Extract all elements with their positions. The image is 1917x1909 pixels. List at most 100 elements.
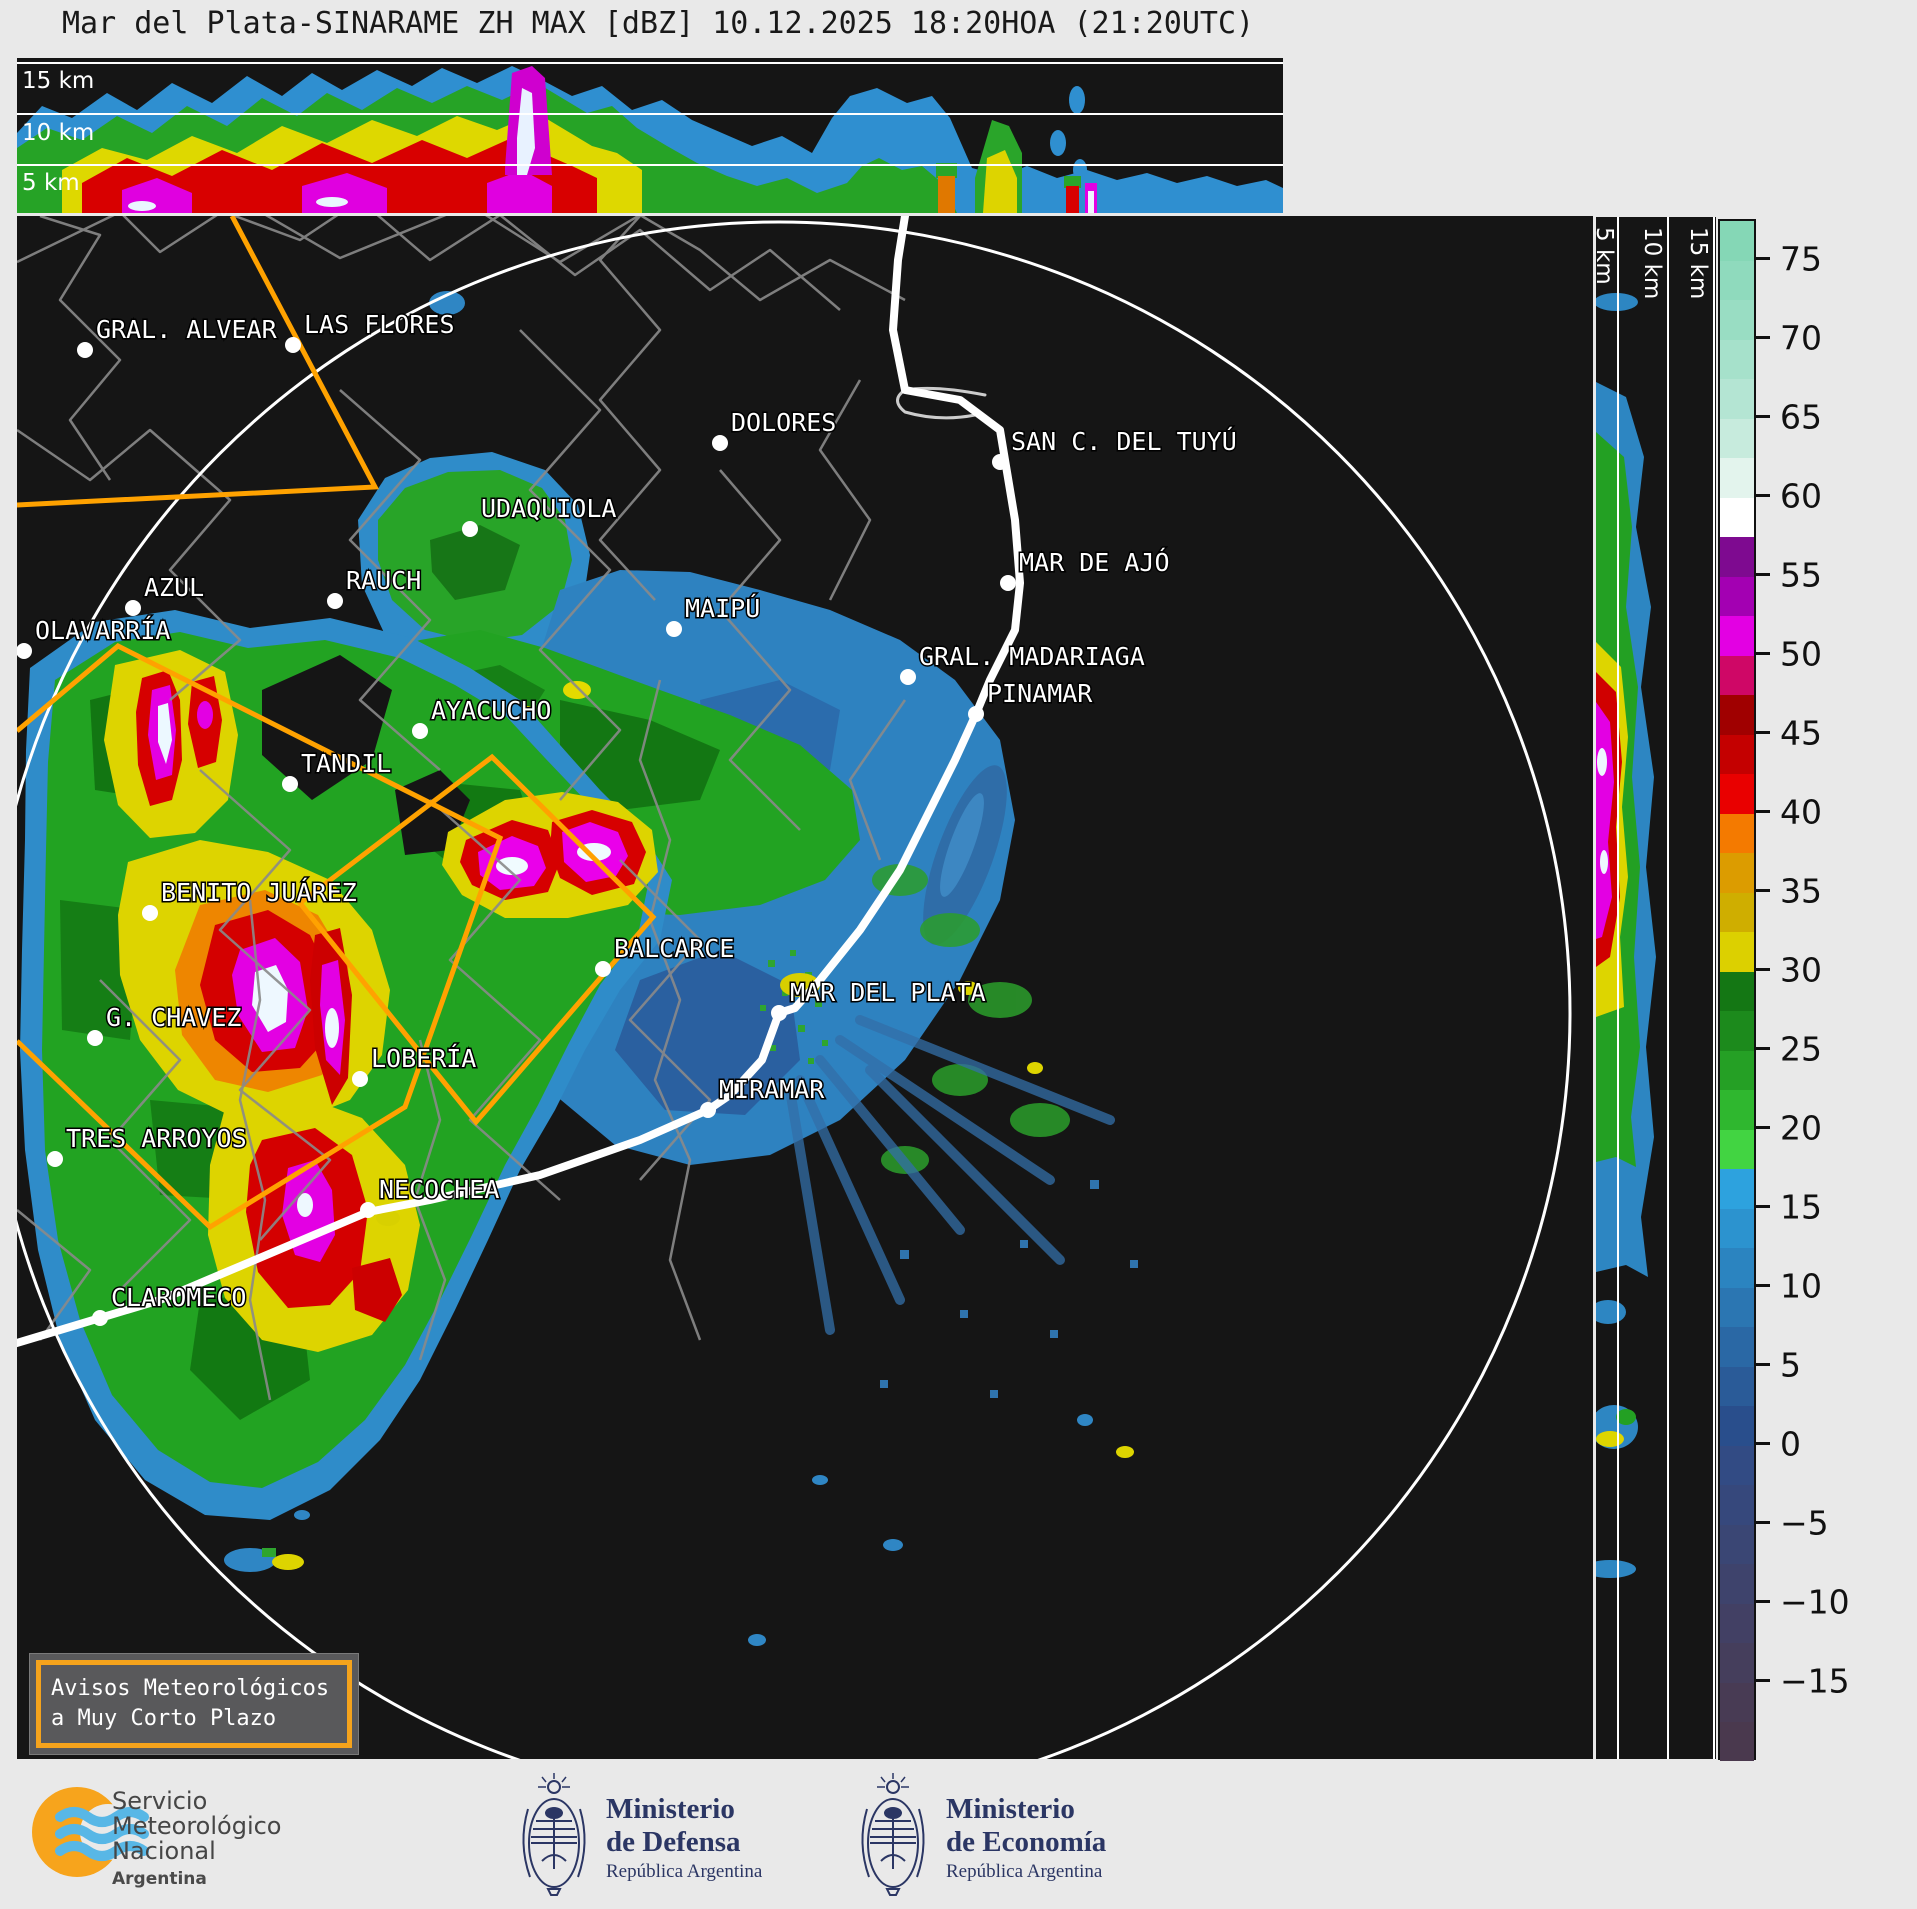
smn-logo-icon xyxy=(32,1787,149,1877)
colorbar-segment xyxy=(1720,734,1754,774)
colorbar-segment xyxy=(1720,1366,1754,1406)
colorbar-tick-label: 55 xyxy=(1780,555,1822,595)
defensa-line-1: Ministerio xyxy=(606,1793,735,1825)
colorbar-tick-label: 30 xyxy=(1780,950,1822,990)
city-marker xyxy=(47,1151,63,1167)
footer: Servicio Meteorológico Nacional Argentin… xyxy=(0,1761,1917,1909)
city-marker xyxy=(771,1005,787,1021)
colorbar-segment xyxy=(1720,655,1754,695)
colorbar-segment xyxy=(1720,695,1754,735)
colorbar-segment xyxy=(1720,932,1754,972)
city-marker xyxy=(666,621,682,637)
ministerio-defensa-wordmark: Ministerio de Defensa República Argentin… xyxy=(606,1793,762,1885)
city-label: AYACUCHO xyxy=(431,696,551,725)
city-label: G. CHAVEZ xyxy=(106,1003,241,1032)
colorbar-segment xyxy=(1720,1485,1754,1525)
colorbar-tick xyxy=(1756,1600,1770,1604)
colorbar-tick-label: 10 xyxy=(1780,1266,1822,1306)
city-marker xyxy=(360,1202,376,1218)
warning-polygons xyxy=(17,216,657,1231)
colorbar-segment xyxy=(1720,1564,1754,1604)
city-label: MAIPÚ xyxy=(685,593,760,623)
city-layer: GRAL. ALVEAR LAS FLORES DOLORES SAN C. DEL … xyxy=(17,309,1238,1326)
city-label: RAUCH xyxy=(346,566,421,595)
colorbar-segment xyxy=(1720,1090,1754,1130)
city-marker xyxy=(352,1071,368,1087)
city-label: SAN C. DEL TUYÚ xyxy=(1011,426,1237,456)
colorbar-segment xyxy=(1720,813,1754,853)
colorbar-tick xyxy=(1756,1442,1770,1446)
city-marker xyxy=(712,435,728,451)
colorbar-tick-label: 60 xyxy=(1780,476,1822,516)
city-marker xyxy=(462,521,478,537)
colorbar-gradient xyxy=(1718,219,1756,1762)
colorbar-segment xyxy=(1720,1406,1754,1446)
city-label: LAS FLORES xyxy=(304,310,455,339)
city-marker xyxy=(87,1030,103,1046)
warning-polygon xyxy=(17,216,380,508)
city-label: OLAVARRÍA xyxy=(35,616,170,645)
right-cross-section: 5 km 10 km 15 km xyxy=(1596,217,1716,1759)
colorbar-segment xyxy=(1720,892,1754,932)
colorbar-tick-label: 45 xyxy=(1780,713,1822,753)
city-label: MIRAMAR xyxy=(719,1075,825,1104)
city-marker xyxy=(1000,575,1016,591)
colorbar-segment xyxy=(1720,576,1754,616)
colorbar-segment xyxy=(1720,971,1754,1011)
city-marker xyxy=(327,593,343,609)
colorbar-segment xyxy=(1720,853,1754,893)
colorbar-tick xyxy=(1756,889,1770,893)
smn-line-4: Argentina xyxy=(112,1869,207,1889)
colorbar-tick-label: 65 xyxy=(1780,397,1822,437)
colorbar-segment xyxy=(1720,1129,1754,1169)
city-marker xyxy=(900,669,916,685)
colorbar-tick-label: 50 xyxy=(1780,634,1822,674)
colorbar-segment xyxy=(1720,1682,1754,1722)
colorbar-segment xyxy=(1720,537,1754,577)
colorbar-tick-label: 75 xyxy=(1780,239,1822,278)
top-profile-label-15km: 15 km xyxy=(22,68,94,94)
colorbar-tick xyxy=(1756,494,1770,498)
colorbar-tick-label: −15 xyxy=(1780,1661,1850,1701)
city-label: AZUL xyxy=(144,573,204,602)
top-cross-section: 15 km 10 km 5 km xyxy=(17,58,1283,213)
colorbar-tick xyxy=(1756,1521,1770,1525)
city-marker xyxy=(125,600,141,616)
top-profile-label-5km: 5 km xyxy=(22,170,80,196)
city-label: GRAL. ALVEAR xyxy=(96,315,278,344)
colorbar-segment xyxy=(1720,1287,1754,1327)
colorbar-tick-label: 5 xyxy=(1780,1345,1801,1385)
smn-line-1: Servicio xyxy=(112,1787,208,1815)
colorbar-tick-label: 15 xyxy=(1780,1187,1822,1227)
page-title: Mar del Plata-SINARAME ZH MAX [dBZ] 10.1… xyxy=(62,6,1255,41)
colorbar-segment xyxy=(1720,1524,1754,1564)
smn-line-3: Nacional xyxy=(112,1837,216,1865)
defensa-coat-of-arms-icon xyxy=(522,1773,586,1896)
right-profile-label-10km: 10 km xyxy=(1639,227,1665,299)
colorbar-tick-label: −5 xyxy=(1780,1503,1829,1543)
coastline xyxy=(17,216,1024,1348)
colorbar-segment xyxy=(1720,1169,1754,1209)
colorbar-segment xyxy=(1720,458,1754,498)
advisory-line-1: Avisos Meteorológicos xyxy=(51,1676,330,1701)
right-profile-label-5km: 5 km xyxy=(1596,227,1617,285)
city-marker xyxy=(968,706,984,722)
colorbar-tick xyxy=(1756,731,1770,735)
colorbar-tick-label: 35 xyxy=(1780,871,1822,911)
right-profile-label-15km: 15 km xyxy=(1685,227,1711,299)
city-label: NECOCHEA xyxy=(379,1175,499,1204)
radar-map: GRAL. ALVEAR LAS FLORES DOLORES SAN C. DEL … xyxy=(17,216,1593,1759)
advisory-box: Avisos Meteorológicos a Muy Corto Plazo xyxy=(29,1653,359,1755)
city-label: LOBERÍA xyxy=(371,1044,476,1073)
city-label: UDAQUIOLA xyxy=(481,494,616,523)
colorbar-segment xyxy=(1720,1603,1754,1643)
city-marker xyxy=(700,1102,716,1118)
colorbar-segment xyxy=(1720,616,1754,656)
colorbar-segment xyxy=(1720,1643,1754,1683)
smn-line-2: Meteorológico xyxy=(112,1812,282,1840)
city-marker xyxy=(92,1310,108,1326)
warning-polygon xyxy=(296,753,657,1126)
colorbar-segment xyxy=(1720,1208,1754,1248)
economia-coat-of-arms-icon xyxy=(861,1773,925,1896)
